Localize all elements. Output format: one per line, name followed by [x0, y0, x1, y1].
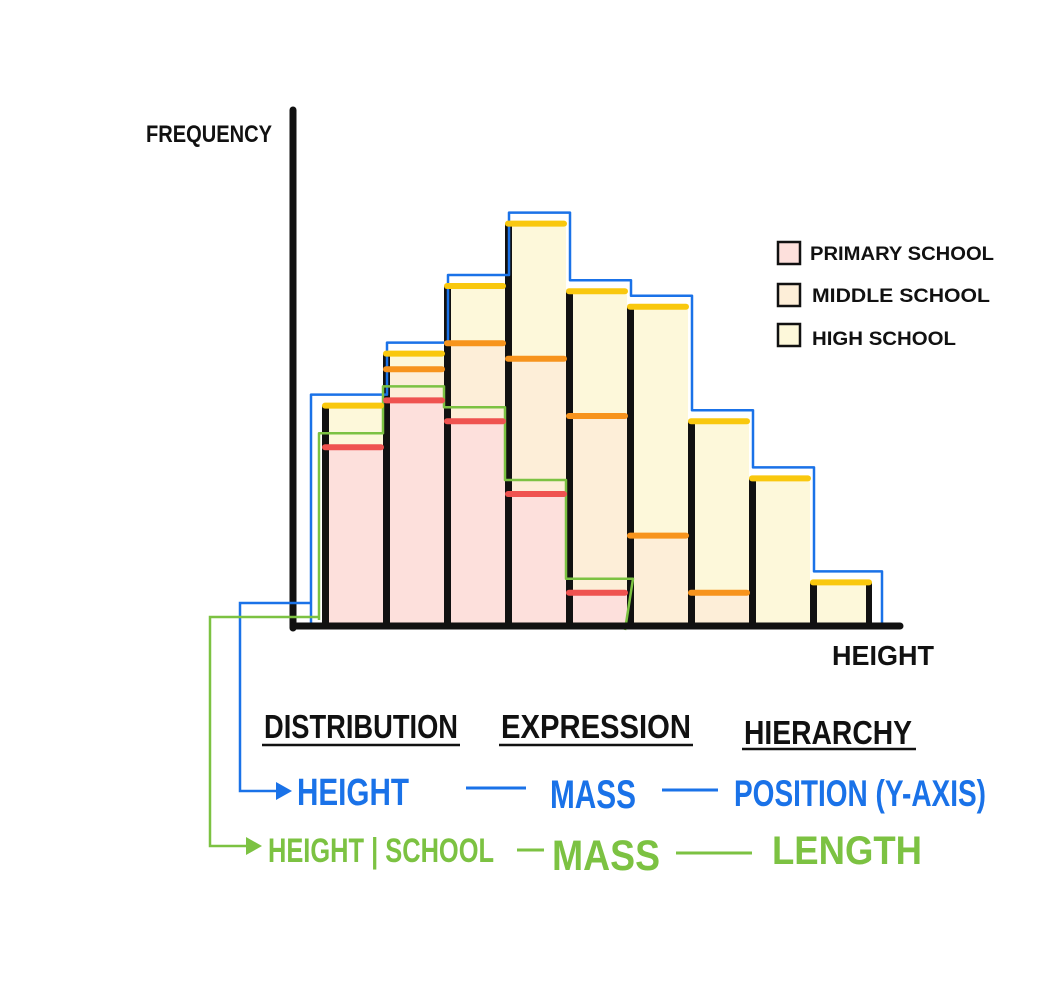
row-school-expression: MASS	[552, 832, 660, 880]
bar-primary-3	[444, 421, 505, 624]
bar-middle-6	[627, 535, 688, 624]
mapping-table: DISTRIBUTION EXPRESSION HIERARCHY HEIGHT…	[262, 708, 986, 880]
legend: PRIMARY SCHOOL MIDDLE SCHOOL HIGH SCHOOL	[776, 240, 994, 350]
bar-divider-7	[688, 421, 695, 624]
bar-high-9	[810, 582, 871, 624]
bar-divider-5	[566, 291, 573, 624]
x-axis-label: HEIGHT	[832, 640, 934, 671]
bar-right-edge	[866, 582, 872, 624]
caps-layer	[322, 220, 872, 596]
bar-high-8	[749, 478, 810, 624]
bar-middle-3	[444, 343, 505, 422]
green-arrowhead-icon	[246, 837, 262, 855]
connector-lines	[208, 601, 318, 855]
bar-high-5	[566, 291, 627, 416]
legend-swatch-high	[776, 322, 802, 348]
bar-divider-8	[749, 478, 756, 624]
row-height-distribution: HEIGHT	[297, 772, 409, 814]
header-distribution: DISTRIBUTION	[264, 708, 458, 745]
row-height-expression: MASS	[550, 773, 636, 817]
primary-outline-green	[317, 385, 635, 631]
bar-high-7	[688, 421, 749, 593]
bar-middle-4	[505, 358, 566, 494]
y-axis-label: FREQUENCY	[146, 121, 272, 148]
bar-high-6	[627, 306, 688, 536]
bar-divider-1	[322, 405, 329, 624]
bar-primary-2	[383, 400, 444, 624]
legend-label-primary: PRIMARY SCHOOL	[810, 244, 994, 265]
axes	[289, 106, 904, 632]
bar-high-4	[505, 223, 566, 359]
bar-divider-3	[444, 286, 451, 624]
bar-middle-7	[688, 592, 749, 624]
bar-divider-4	[505, 223, 512, 624]
row-school-hierarchy: LENGTH	[772, 829, 922, 873]
bar-primary-5	[566, 592, 627, 624]
green-connector	[208, 615, 318, 848]
bar-divider-6	[627, 306, 634, 624]
row-height-hierarchy: POSITION (Y-AXIS)	[734, 773, 986, 814]
header-hierarchy: HIERARCHY	[744, 714, 912, 751]
blue-connector	[238, 601, 312, 793]
row-school-distribution: HEIGHT | SCHOOL	[268, 832, 494, 870]
bar-primary-4	[505, 494, 566, 624]
bar-middle-5	[566, 416, 627, 593]
bar-middle-2	[383, 369, 444, 401]
legend-swatch-middle	[776, 282, 802, 308]
bar-high-1	[322, 405, 383, 448]
legend-swatch-primary	[776, 240, 802, 266]
bar-divider-9	[810, 582, 817, 624]
outline-layer	[309, 211, 884, 631]
legend-label-middle: MIDDLE SCHOOL	[812, 286, 990, 307]
bars-layer	[322, 223, 872, 624]
bar-high-3	[444, 286, 505, 344]
total-outline-blue	[309, 211, 884, 624]
blue-arrowhead-icon	[276, 782, 292, 800]
header-expression: EXPRESSION	[501, 708, 691, 745]
bar-divider-2	[383, 353, 390, 624]
bar-primary-1	[322, 447, 383, 624]
legend-label-high: HIGH SCHOOL	[812, 329, 956, 350]
bar-high-2	[383, 353, 444, 370]
